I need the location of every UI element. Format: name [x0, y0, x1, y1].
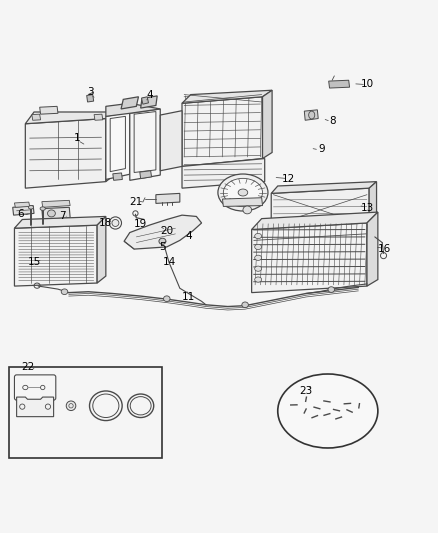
Ellipse shape	[328, 287, 335, 293]
Bar	[9, 367, 162, 458]
Polygon shape	[121, 97, 138, 109]
Polygon shape	[141, 97, 148, 104]
Text: 18: 18	[99, 218, 113, 228]
Ellipse shape	[254, 244, 261, 249]
Polygon shape	[304, 110, 318, 120]
Polygon shape	[42, 200, 70, 207]
Polygon shape	[252, 212, 378, 230]
Polygon shape	[160, 111, 182, 171]
Ellipse shape	[309, 111, 315, 119]
Polygon shape	[262, 90, 272, 158]
Polygon shape	[40, 107, 58, 114]
Text: 14: 14	[162, 257, 176, 267]
Text: 16: 16	[378, 244, 391, 254]
Polygon shape	[124, 215, 201, 249]
Ellipse shape	[223, 179, 262, 207]
Polygon shape	[369, 182, 377, 223]
Ellipse shape	[254, 277, 261, 282]
Ellipse shape	[254, 233, 261, 239]
Text: 21: 21	[130, 197, 143, 207]
Polygon shape	[252, 223, 367, 293]
Polygon shape	[182, 90, 272, 103]
Polygon shape	[32, 114, 41, 120]
Ellipse shape	[238, 189, 248, 196]
Text: 20: 20	[160, 226, 173, 236]
Ellipse shape	[47, 210, 55, 217]
Text: 15: 15	[28, 257, 41, 267]
Polygon shape	[328, 80, 350, 88]
Ellipse shape	[254, 255, 261, 261]
Polygon shape	[182, 158, 265, 188]
Text: 5: 5	[159, 242, 166, 252]
Ellipse shape	[159, 238, 166, 244]
Text: 23: 23	[300, 385, 313, 395]
Polygon shape	[25, 112, 117, 124]
Text: 11: 11	[182, 292, 195, 302]
Text: 7: 7	[59, 212, 66, 221]
Ellipse shape	[61, 289, 68, 295]
Ellipse shape	[163, 296, 170, 302]
Text: 19: 19	[134, 219, 147, 229]
Polygon shape	[106, 112, 130, 180]
Polygon shape	[87, 94, 94, 102]
Ellipse shape	[242, 302, 248, 308]
Polygon shape	[271, 182, 377, 193]
Polygon shape	[14, 216, 106, 228]
Polygon shape	[271, 188, 369, 228]
Polygon shape	[14, 225, 97, 286]
Text: 3: 3	[87, 87, 94, 98]
Text: 1: 1	[74, 133, 81, 143]
Text: 12: 12	[282, 174, 295, 184]
Polygon shape	[113, 173, 122, 180]
Polygon shape	[223, 198, 262, 206]
Ellipse shape	[243, 206, 252, 214]
Polygon shape	[156, 193, 180, 204]
Ellipse shape	[28, 206, 34, 209]
Polygon shape	[141, 96, 157, 108]
Polygon shape	[97, 216, 106, 283]
Polygon shape	[130, 109, 160, 180]
Text: 13: 13	[360, 203, 374, 213]
Polygon shape	[367, 212, 378, 286]
Text: 8: 8	[329, 116, 336, 126]
Ellipse shape	[66, 401, 76, 410]
Polygon shape	[13, 206, 34, 215]
Text: 9: 9	[318, 144, 325, 154]
Text: 10: 10	[360, 79, 374, 88]
Polygon shape	[106, 103, 160, 116]
Text: 22: 22	[21, 361, 34, 372]
Ellipse shape	[278, 374, 378, 448]
Polygon shape	[17, 397, 53, 417]
Polygon shape	[182, 97, 262, 166]
Polygon shape	[25, 118, 106, 188]
Ellipse shape	[112, 220, 119, 227]
Polygon shape	[14, 202, 30, 207]
Text: 6: 6	[18, 209, 24, 219]
Polygon shape	[94, 114, 103, 120]
Polygon shape	[106, 112, 117, 182]
Ellipse shape	[218, 174, 268, 211]
Text: 4: 4	[185, 231, 192, 241]
Polygon shape	[140, 171, 152, 179]
Ellipse shape	[254, 266, 261, 271]
Polygon shape	[42, 207, 70, 220]
Text: 4: 4	[146, 90, 153, 100]
Ellipse shape	[40, 207, 46, 211]
